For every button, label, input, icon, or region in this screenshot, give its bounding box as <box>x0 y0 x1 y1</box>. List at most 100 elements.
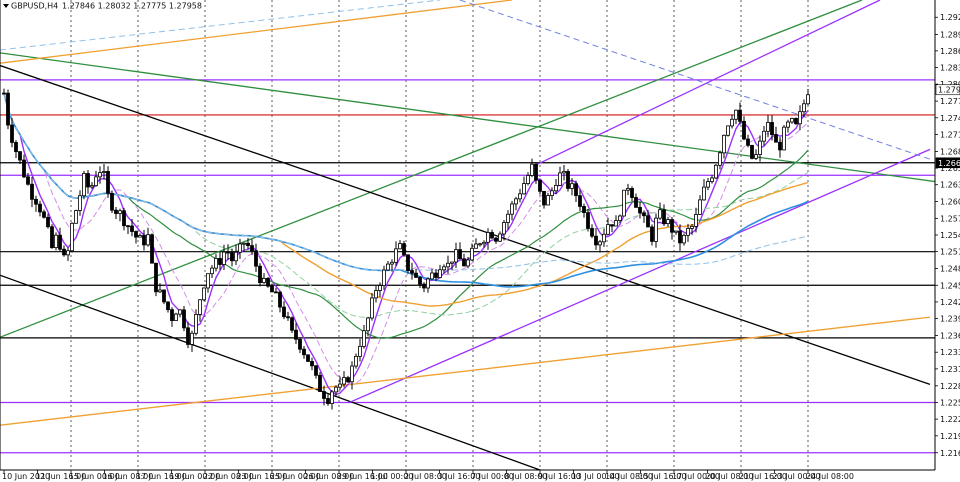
candle-body <box>430 272 434 280</box>
time-tick-label: 13 Jul 00:00 <box>572 472 620 481</box>
candle <box>386 260 390 271</box>
candle-body <box>786 121 790 128</box>
candle <box>94 170 98 187</box>
candle-body <box>350 365 354 383</box>
candle-body <box>422 283 426 289</box>
candle <box>398 240 402 250</box>
candle-body <box>530 163 534 176</box>
candle-body <box>162 289 166 303</box>
candle-body <box>754 154 758 159</box>
candle <box>522 176 526 195</box>
candle <box>654 213 658 248</box>
price-tick-label: 1.22515 <box>940 398 960 407</box>
candle <box>286 311 290 321</box>
candle-body <box>594 235 598 246</box>
candle <box>370 293 374 321</box>
candle-body <box>802 103 806 113</box>
candle <box>366 316 370 337</box>
candle-body <box>658 209 662 219</box>
price-tick-label: 1.25430 <box>940 231 960 240</box>
candle <box>462 253 466 267</box>
candle-body <box>766 122 770 132</box>
price-tick-label: 1.29220 <box>940 13 960 22</box>
candle-body <box>758 140 762 155</box>
candle <box>742 116 746 141</box>
candle <box>530 158 534 178</box>
candle-body <box>22 159 26 178</box>
candle-body <box>778 141 782 151</box>
candle <box>66 247 70 261</box>
price-tag-label: 1.27958 <box>938 86 960 95</box>
time-tick-label: 1 Jul 00:00 <box>371 472 414 481</box>
candle <box>334 385 338 397</box>
candle <box>622 189 626 217</box>
trendline <box>459 0 931 160</box>
candle <box>790 117 794 124</box>
candle <box>154 262 158 297</box>
candle-body <box>718 152 722 166</box>
time-tick-label: 23 Jul 00:00 <box>773 472 821 481</box>
candle <box>262 273 266 284</box>
candle <box>46 213 50 229</box>
candle <box>774 126 778 143</box>
candle-body <box>334 386 338 393</box>
candle-body <box>806 94 810 105</box>
time-tick-label: 9 Jul 16:00 <box>538 472 581 481</box>
candle-body <box>266 278 270 287</box>
candle <box>570 178 574 196</box>
candle-body <box>146 234 150 246</box>
candle-body <box>78 195 82 211</box>
candle <box>806 88 810 106</box>
candle <box>714 163 718 180</box>
candle <box>250 239 254 255</box>
candle <box>42 209 46 219</box>
candle <box>602 228 606 247</box>
candle <box>138 233 142 238</box>
candle-body <box>26 176 30 185</box>
time-tick-label: 2 Jul 08:00 <box>404 472 447 481</box>
candle <box>662 204 666 226</box>
candle <box>422 282 426 293</box>
candle-body <box>622 189 626 217</box>
chevron-down-icon[interactable] <box>3 4 9 8</box>
candle-body <box>406 254 410 272</box>
candle <box>222 244 226 270</box>
candle-body <box>306 354 310 362</box>
price-tick-label: 1.25720 <box>940 214 960 223</box>
candle <box>626 183 630 196</box>
candle-body <box>310 361 314 367</box>
candle <box>130 218 134 237</box>
candle <box>354 353 358 369</box>
candle <box>550 187 554 200</box>
candle-body <box>726 125 730 136</box>
time-tick-label: 17 Jun 16:00 <box>136 472 187 481</box>
candle <box>614 215 618 227</box>
candle <box>558 166 562 187</box>
candle <box>646 210 650 228</box>
time-tick-label: 25 Jun 00:00 <box>270 472 321 481</box>
candle <box>746 134 750 148</box>
candle-body <box>702 186 706 201</box>
candle <box>318 372 322 392</box>
candle-body <box>582 206 586 213</box>
candle <box>306 354 310 362</box>
candle-body <box>774 134 778 143</box>
candle-body <box>190 332 194 345</box>
candle-body <box>438 269 442 278</box>
price-tick-label: 1.23390 <box>940 348 960 357</box>
candle <box>342 371 346 388</box>
candle-body <box>458 249 462 260</box>
candle-body <box>734 109 738 120</box>
price-tick-label: 1.23680 <box>940 332 960 341</box>
candle-body <box>298 338 302 350</box>
candle <box>598 239 602 253</box>
candle-body <box>746 138 750 146</box>
candle-body <box>502 222 506 235</box>
candle-body <box>782 126 786 151</box>
candle-body <box>106 171 110 194</box>
candle-body <box>566 171 570 189</box>
candle <box>666 216 670 227</box>
candle <box>242 242 246 252</box>
candle <box>766 115 770 138</box>
candle-body <box>494 237 498 242</box>
